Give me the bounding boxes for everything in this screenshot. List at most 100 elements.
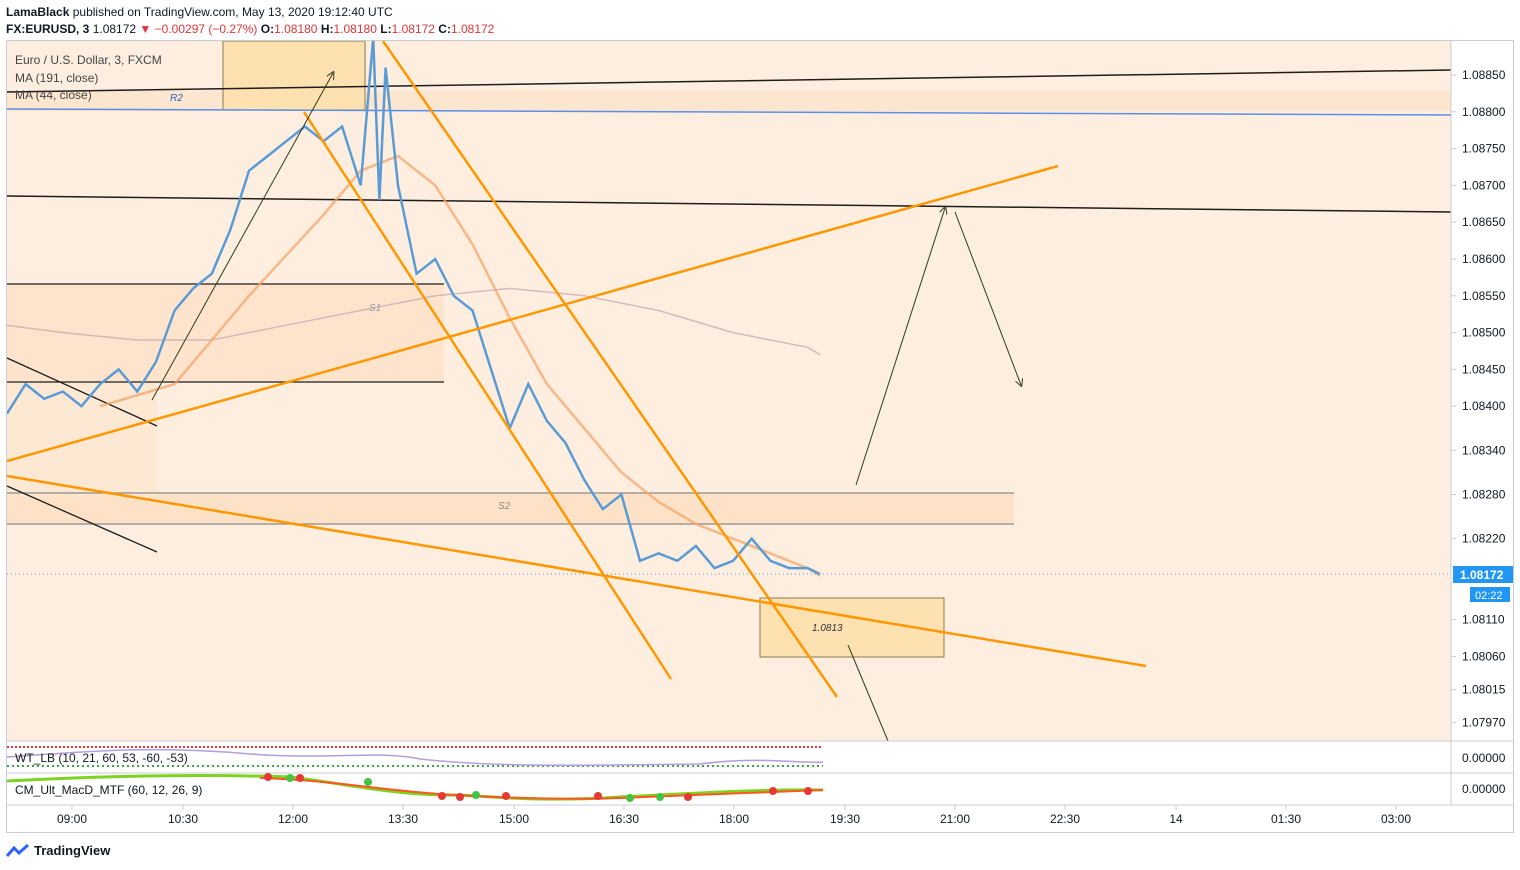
legend-title: Euro / U.S. Dollar, 3, FXCM (15, 53, 162, 67)
arrows-layer (151, 73, 1021, 741)
x-tick-label: 03:00 (1381, 812, 1411, 826)
ma191-line (7, 287, 821, 356)
target-label: 1.0813 (812, 623, 843, 634)
chart-frame (6, 40, 1514, 833)
entry-box[interactable] (222, 41, 366, 111)
open-label: O: (260, 22, 275, 36)
symbol-label: FX:EURUSD, 3 (6, 22, 90, 36)
macd-dot (502, 792, 510, 800)
open-value: 1.08180 (274, 22, 318, 36)
y-tick-label: 1.08110 (1462, 613, 1505, 627)
y-tick-label: 1.08450 (1462, 362, 1506, 376)
zone-band-s1 (7, 284, 444, 382)
levels-layer (7, 69, 1451, 553)
last-price-badge-text: 1.08172 (1460, 568, 1504, 582)
x-tick-label: 01:30 (1271, 812, 1301, 826)
y-tick-label: 1.08220 (1462, 532, 1506, 546)
macd-dot (456, 793, 464, 801)
down-arrow-icon: ▼ (139, 22, 152, 36)
macd-dot (286, 774, 294, 782)
channel-line-left-2[interactable] (7, 485, 158, 553)
symbol-info: FX:EURUSD, 3 1.08172 ▼ −0.00297 (−0.27%)… (6, 22, 494, 36)
y-tick-label: 1.08550 (1462, 289, 1506, 303)
channel-orange-outer[interactable] (381, 41, 839, 698)
channel-line-left-1[interactable] (7, 357, 158, 427)
zone-layer (7, 41, 1451, 741)
x-tick-label: 12:00 (278, 812, 308, 826)
y-tick-label: 1.08280 (1462, 488, 1506, 502)
x-tick-label: 18:00 (719, 812, 749, 826)
wt-value: 0.00000 (1462, 751, 1506, 765)
y-tick-label: 1.08850 (1462, 68, 1506, 82)
ma44-line (99, 154, 821, 577)
trendlines-layer (7, 41, 1147, 698)
wt-pane[interactable]: 0.00000 (6, 746, 1506, 767)
x-tick-label: 15:00 (499, 812, 529, 826)
macd-dot (364, 778, 372, 786)
macd-dot (594, 792, 602, 800)
low-label: L: (380, 22, 392, 36)
s1-label: S1 (369, 303, 381, 314)
last-price-badge[interactable] (1453, 566, 1513, 583)
macd-indicator-label[interactable]: CM_Ult_MacD_MTF (60, 12, 26, 9) (15, 783, 203, 797)
arrow-up-early[interactable] (151, 73, 333, 401)
macd-dot (684, 793, 692, 801)
zone-band-s2 (7, 493, 1014, 524)
macd-dot (656, 793, 664, 801)
y-tick-label: 1.08600 (1462, 252, 1506, 266)
x-tick-label: 16:30 (609, 812, 639, 826)
tradingview-logo[interactable]: TradingView (6, 843, 110, 858)
resistance-line-mid[interactable] (7, 195, 1451, 213)
resistance-line-top[interactable] (7, 69, 1451, 93)
price-axis[interactable]: 1.08850 1.08800 1.08750 1.08700 1.08650 1.086… (1451, 68, 1506, 730)
published-text: published on TradingView.com, May 13, 20… (72, 5, 393, 19)
price-line (7, 41, 821, 576)
y-tick-label: 1.08700 (1462, 178, 1506, 192)
series-layer (7, 41, 1451, 577)
y-tick-label: 1.08650 (1462, 215, 1506, 229)
countdown-badge-text: 02:22 (1475, 590, 1503, 602)
s2-label: S2 (498, 501, 511, 512)
channel-orange-inner[interactable] (302, 111, 673, 680)
macd-dot (296, 774, 304, 782)
macd-dot (472, 791, 480, 799)
time-axis[interactable]: 09:00 10:30 12:00 13:30 15:00 16:30 18:00 19:30… (57, 805, 1411, 826)
trend-orange-rising[interactable] (7, 164, 1059, 463)
arrow-down-forecast[interactable] (954, 211, 1021, 385)
close-value: 1.08172 (450, 22, 495, 36)
y-tick-label: 1.08400 (1462, 399, 1506, 413)
r2-line[interactable] (7, 108, 1451, 116)
macd-dot (626, 794, 634, 802)
macd-pane[interactable]: 0.00000 (6, 773, 1506, 802)
macd-signal (259, 777, 824, 800)
macd-dot (264, 773, 272, 781)
publish-info: LamaBlack published on TradingView.com, … (6, 5, 393, 19)
high-label: H: (320, 22, 334, 36)
wt-indicator-label[interactable]: WT_LB (10, 21, 60, 53, -60, -53) (15, 751, 188, 765)
x-tick-label: 22:30 (1050, 812, 1080, 826)
x-tick-label: 21:00 (940, 812, 970, 826)
r2-label: R2 (170, 93, 183, 104)
macd-dot (769, 787, 777, 795)
y-tick-label: 1.08060 (1462, 649, 1506, 663)
price-change: −0.00297 (−0.27%) (154, 22, 258, 36)
macd-dots (264, 773, 812, 802)
zone-band-main (7, 41, 1451, 741)
x-tick-label: 13:30 (388, 812, 418, 826)
arrow-up-forecast[interactable] (855, 208, 945, 486)
x-tick-label: 19:30 (830, 812, 860, 826)
tradingview-logo-text: TradingView (34, 843, 111, 858)
legend-ma191: MA (191, close) (15, 71, 99, 85)
high-value: 1.08180 (333, 22, 377, 36)
arrow-down-target[interactable] (847, 644, 889, 741)
x-tick-label: 10:30 (168, 812, 198, 826)
y-tick-label: 1.07970 (1462, 716, 1506, 730)
y-tick-label: 1.08015 (1462, 683, 1506, 697)
y-tick-label: 1.08750 (1462, 142, 1506, 156)
legend-ma44: MA (44, close) (15, 88, 92, 102)
tradingview-logo-icon (6, 843, 29, 857)
trend-orange-falling[interactable] (7, 474, 1147, 668)
macd-dot (804, 787, 812, 795)
author-name[interactable]: LamaBlack (6, 5, 70, 19)
